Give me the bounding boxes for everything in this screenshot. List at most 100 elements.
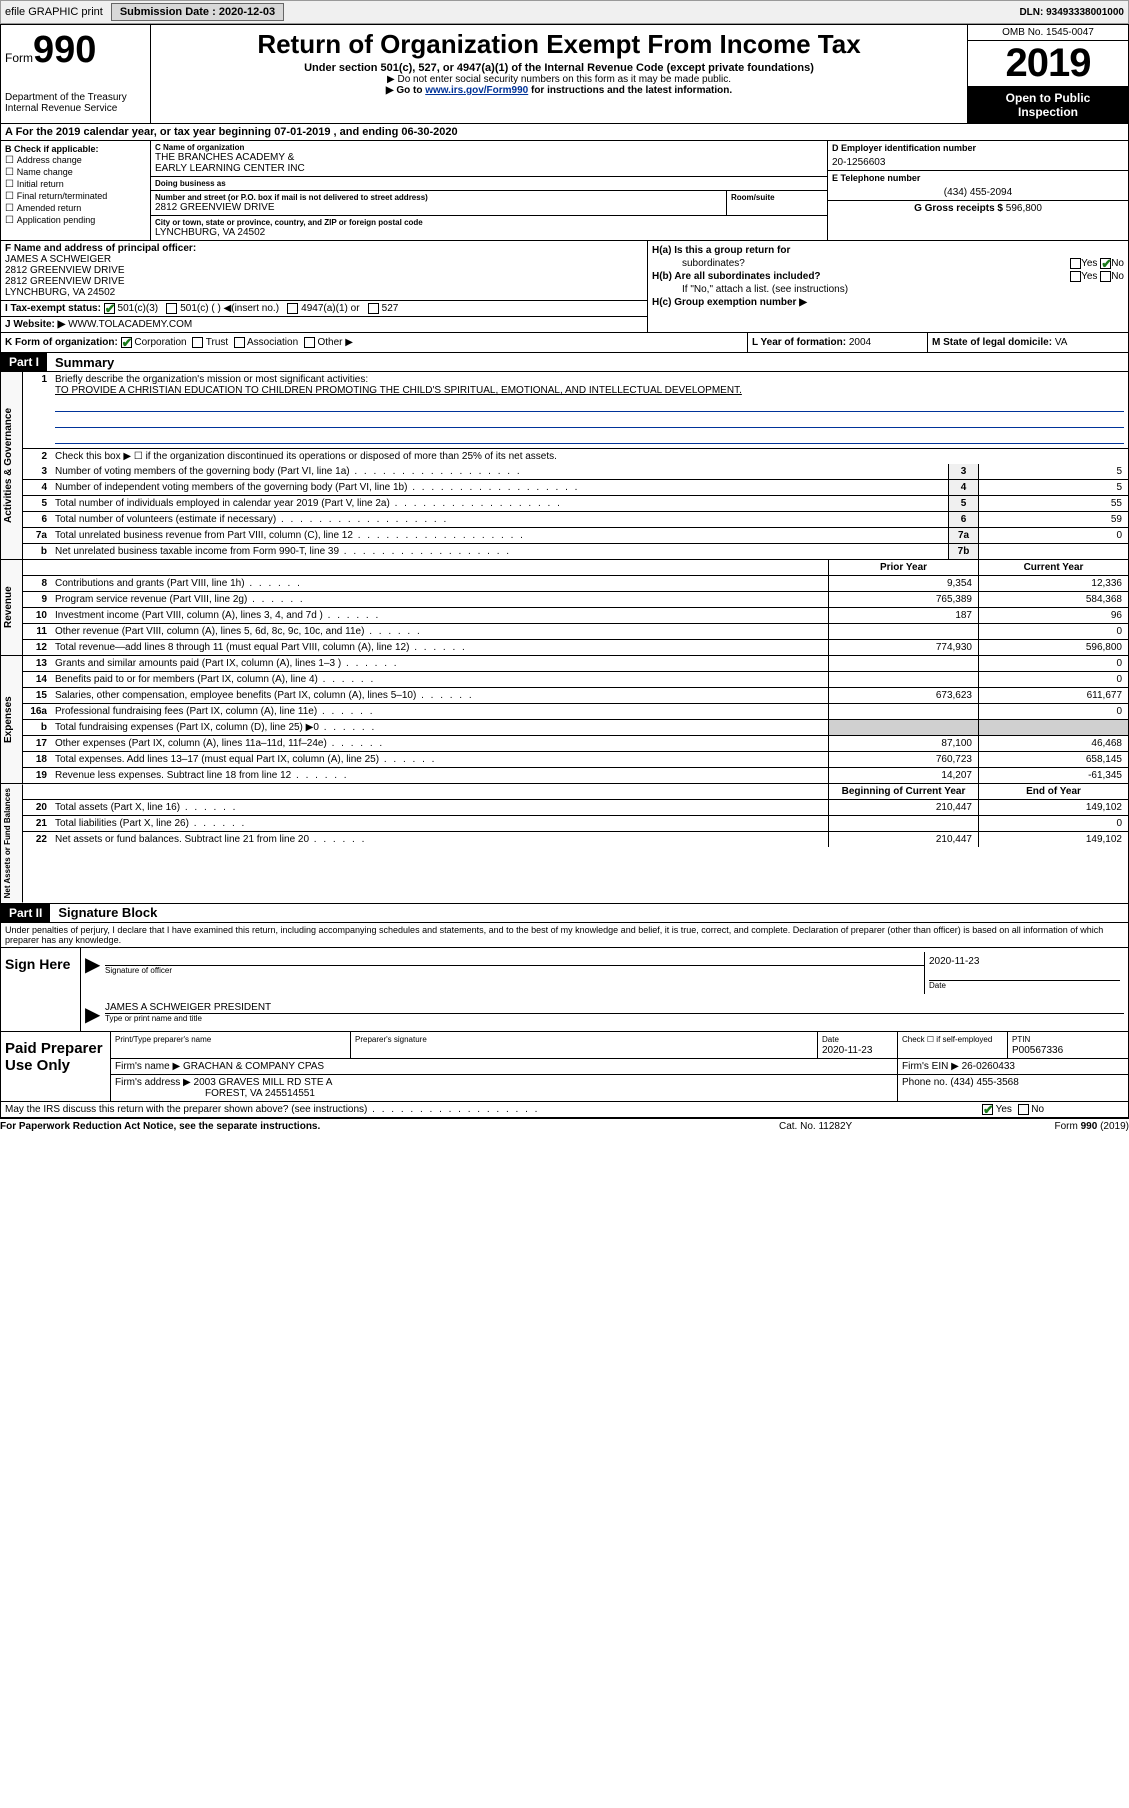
- form-header: Form990 Department of the Treasury Inter…: [0, 24, 1129, 124]
- discuss-preparer: May the IRS discuss this return with the…: [5, 1104, 539, 1115]
- chk-initial-return[interactable]: Initial return: [5, 179, 146, 190]
- org-name-2: EARLY LEARNING CENTER INC: [155, 163, 823, 174]
- section-net-assets: Net Assets or Fund Balances Beginning of…: [0, 784, 1129, 903]
- street-value: 2812 GREENVIEW DRIVE: [155, 202, 722, 213]
- chk-501c[interactable]: [166, 303, 177, 314]
- table-row: 8Contributions and grants (Part VIII, li…: [23, 576, 1128, 592]
- page-footer: For Paperwork Reduction Act Notice, see …: [0, 1118, 1129, 1134]
- chk-trust[interactable]: [192, 337, 203, 348]
- submission-date-label: Submission Date :: [120, 6, 216, 18]
- dba-label: Doing business as: [155, 179, 823, 188]
- table-row: 12Total revenue—add lines 8 through 11 (…: [23, 640, 1128, 655]
- arrow-icon: ▶: [85, 952, 105, 994]
- footer-catno: Cat. No. 11282Y: [779, 1121, 979, 1132]
- chk-501c3[interactable]: [104, 303, 115, 314]
- declaration-text: Under penalties of perjury, I declare th…: [1, 923, 1128, 947]
- part1-title: Summary: [55, 355, 114, 370]
- table-row: 17Other expenses (Part IX, column (A), l…: [23, 736, 1128, 752]
- chk-corp[interactable]: [121, 337, 132, 348]
- prep-self-employed: Check ☐ if self-employed: [902, 1035, 992, 1044]
- box-c: C Name of organization THE BRANCHES ACAD…: [151, 141, 828, 240]
- hb-label: H(b) Are all subordinates included?: [652, 271, 821, 282]
- chk-hb-no[interactable]: [1100, 271, 1111, 282]
- chk-discuss-no[interactable]: [1018, 1104, 1029, 1115]
- chk-discuss-yes[interactable]: [982, 1104, 993, 1115]
- submission-date-value: 2020-12-03: [219, 6, 275, 18]
- arrow-icon: ▶: [85, 1002, 105, 1027]
- chk-other[interactable]: [304, 337, 315, 348]
- chk-application-pending[interactable]: Application pending: [5, 215, 146, 226]
- year-formation: 2004: [849, 337, 871, 348]
- chk-name-change[interactable]: Name change: [5, 167, 146, 178]
- table-row: 19Revenue less expenses. Subtract line 1…: [23, 768, 1128, 783]
- street-label: Number and street (or P.O. box if mail i…: [155, 193, 722, 202]
- phone-label: E Telephone number: [832, 173, 1124, 183]
- section-revenue: Revenue Prior Year Current Year 8Contrib…: [0, 560, 1129, 656]
- signature-block: Under penalties of perjury, I declare th…: [0, 923, 1129, 1118]
- irs-link[interactable]: www.irs.gov/Form990: [425, 85, 528, 96]
- ein-label: D Employer identification number: [832, 143, 1124, 153]
- chk-amended-return[interactable]: Amended return: [5, 203, 146, 214]
- ein-value: 20-1256603: [832, 157, 1124, 168]
- officer-sig-label: Signature of officer: [105, 966, 924, 975]
- table-row: 10Investment income (Part VIII, column (…: [23, 608, 1128, 624]
- sig-date-value: 2020-11-23: [929, 956, 1120, 967]
- hdr-end-year: End of Year: [978, 784, 1128, 799]
- city-value: LYNCHBURG, VA 24502: [155, 227, 823, 238]
- website-value: WWW.TOLACADEMY.COM: [68, 319, 192, 330]
- officer-addr1: 2812 GREENVIEW DRIVE: [5, 265, 124, 276]
- officer-city: LYNCHBURG, VA 24502: [5, 287, 115, 298]
- officer-group-block: F Name and address of principal officer:…: [0, 241, 1129, 333]
- top-bar: efile GRAPHIC print Submission Date : 20…: [0, 0, 1129, 24]
- form-number: 990: [33, 29, 96, 71]
- form-org-block: K Form of organization: Corporation Trus…: [0, 333, 1129, 353]
- form-title: Return of Organization Exempt From Incom…: [155, 29, 963, 60]
- part2-header: Part II: [1, 904, 50, 922]
- efile-label: efile GRAPHIC print: [5, 6, 103, 18]
- chk-ha-yes[interactable]: [1070, 258, 1081, 269]
- hc-label: H(c) Group exemption number ▶: [652, 297, 807, 308]
- firm-addr1: 2003 GRAVES MILL RD STE A: [194, 1077, 333, 1088]
- sign-here-label: Sign Here: [1, 948, 81, 1031]
- table-row: 22Net assets or fund balances. Subtract …: [23, 832, 1128, 847]
- dln-field: DLN: 93493338001000: [1019, 7, 1124, 18]
- officer-addr2: 2812 GREENVIEW DRIVE: [5, 276, 124, 287]
- table-row: 15Salaries, other compensation, employee…: [23, 688, 1128, 704]
- hdr-prior-year: Prior Year: [828, 560, 978, 575]
- dept-irs: Internal Revenue Service: [5, 103, 146, 114]
- form-subtitle-3: ▶ Go to www.irs.gov/Form990 for instruct…: [155, 85, 963, 96]
- chk-address-change[interactable]: Address change: [5, 155, 146, 166]
- omb-number: OMB No. 1545-0047: [968, 25, 1128, 41]
- hb-note: If "No," attach a list. (see instruction…: [682, 284, 1124, 295]
- vtab-revenue: Revenue: [1, 560, 23, 655]
- paid-preparer-label: Paid Preparer Use Only: [1, 1032, 111, 1101]
- footer-paperwork: For Paperwork Reduction Act Notice, see …: [0, 1121, 779, 1132]
- form-subtitle-2: ▶ Do not enter social security numbers o…: [155, 74, 963, 85]
- table-row: 7aTotal unrelated business revenue from …: [23, 528, 1128, 544]
- firm-addr2: FOREST, VA 245514551: [205, 1088, 315, 1099]
- q2-label: Check this box ▶ ☐ if the organization d…: [51, 449, 1128, 464]
- phone-value: (434) 455-2094: [832, 187, 1124, 198]
- table-row: 14Benefits paid to or for members (Part …: [23, 672, 1128, 688]
- ha-label: H(a) Is this a group return for: [652, 245, 790, 256]
- chk-ha-no[interactable]: [1100, 258, 1111, 269]
- chk-hb-yes[interactable]: [1070, 271, 1081, 282]
- table-row: 9Program service revenue (Part VIII, lin…: [23, 592, 1128, 608]
- part2-title: Signature Block: [58, 905, 157, 920]
- prep-date: 2020-11-23: [822, 1045, 872, 1056]
- table-row: bTotal fundraising expenses (Part IX, co…: [23, 720, 1128, 736]
- table-row: 20Total assets (Part X, line 16)210,4471…: [23, 800, 1128, 816]
- table-row: 21Total liabilities (Part X, line 26)0: [23, 816, 1128, 832]
- chk-assoc[interactable]: [234, 337, 245, 348]
- chk-527[interactable]: [368, 303, 379, 314]
- table-row: 6Total number of volunteers (estimate if…: [23, 512, 1128, 528]
- officer-name-label: Type or print name and title: [105, 1014, 1124, 1023]
- firm-name: GRACHAN & COMPANY CPAS: [183, 1061, 324, 1072]
- firm-phone: (434) 455-3568: [950, 1077, 1018, 1088]
- chk-final-return[interactable]: Final return/terminated: [5, 191, 146, 202]
- suite-label: Room/suite: [731, 193, 823, 202]
- vtab-governance: Activities & Governance: [1, 372, 23, 559]
- tax-year: 2019: [968, 41, 1128, 87]
- chk-4947[interactable]: [287, 303, 298, 314]
- submission-date-button[interactable]: Submission Date : 2020-12-03: [111, 3, 284, 21]
